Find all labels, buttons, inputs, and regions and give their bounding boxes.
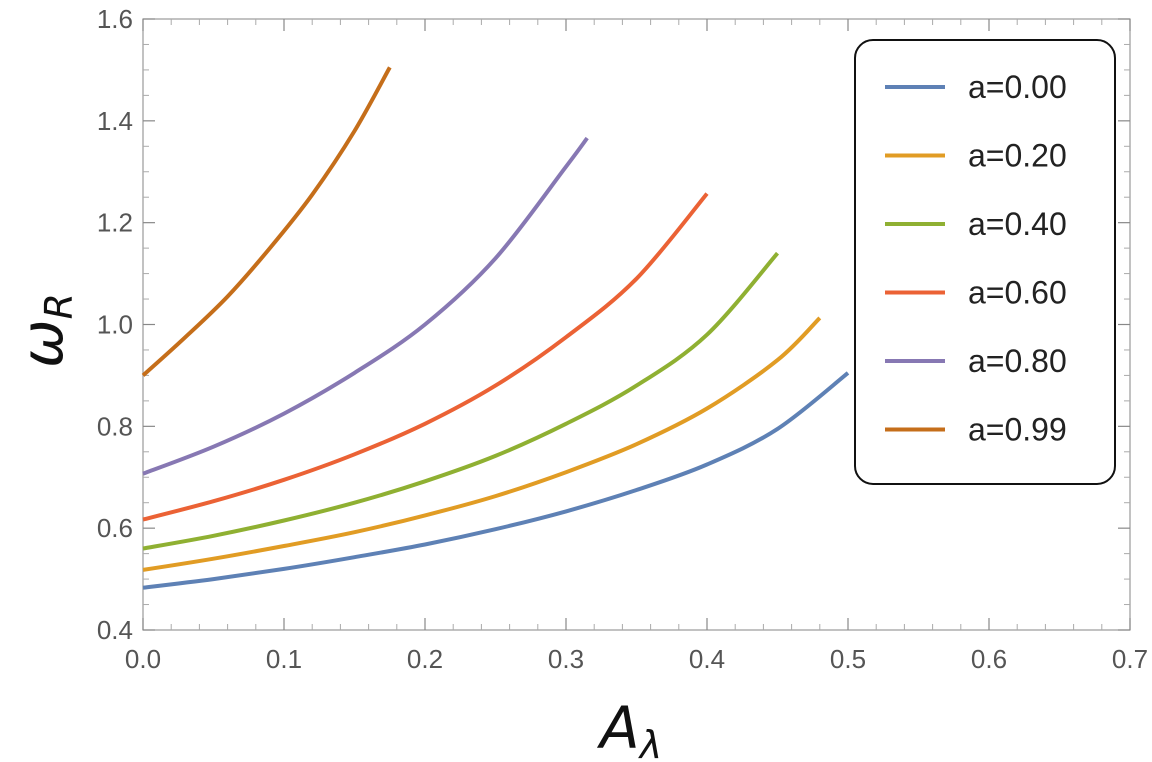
- series-line-a=0.00: [142, 371, 850, 590]
- y-tick-label: 1.4: [97, 106, 133, 136]
- x-tick-label: 0.2: [407, 644, 443, 674]
- x-tick-label: 0.7: [1112, 644, 1148, 674]
- x-tick-label: 0.0: [125, 644, 161, 674]
- legend-label: a=0.80: [968, 343, 1067, 379]
- x-tick-label: 0.5: [830, 644, 866, 674]
- y-tick-label: 1.2: [97, 208, 133, 238]
- y-tick-label: 0.6: [97, 513, 133, 543]
- series-line-a=0.40: [142, 251, 780, 551]
- legend-label: a=0.60: [968, 275, 1067, 311]
- x-axis-title: Aλ: [596, 694, 662, 762]
- legend-label: a=0.00: [968, 69, 1067, 105]
- legend-items: a=0.00 a=0.20 a=0.40 a=0.60 a=0.80 a=0.99: [885, 69, 1067, 448]
- x-tick-label: 0.6: [971, 644, 1007, 674]
- legend-label: a=0.20: [968, 138, 1067, 174]
- legend-box: [854, 39, 1116, 485]
- x-tick-label: 0.4: [689, 644, 725, 674]
- legend-label: a=0.40: [968, 206, 1067, 242]
- legend: a=0.00 a=0.20 a=0.40 a=0.60 a=0.80 a=0.99: [854, 39, 1116, 485]
- y-tick-label: 0.8: [97, 411, 133, 441]
- series-line-a=0.20: [142, 316, 822, 572]
- y-axis-title: ωR: [8, 293, 81, 368]
- series-line-a=0.80: [142, 136, 589, 476]
- legend-label: a=0.99: [968, 412, 1067, 448]
- x-tick-label: 0.3: [548, 644, 584, 674]
- y-tick-label: 0.4: [97, 615, 133, 645]
- series-layer: [141, 66, 850, 590]
- y-tick-label: 1.6: [97, 4, 133, 34]
- x-tick-label: 0.1: [266, 644, 302, 674]
- series-line-a=0.60: [142, 192, 709, 522]
- ticks-layer: 0.0 0.1 0.2 0.3 0.4 0.5 0.6 0.7 0.4 0.6 0.8 1.0 1.2 1…: [97, 4, 1148, 674]
- y-tick-label: 1.0: [97, 310, 133, 340]
- series-line-a=0.99: [141, 66, 392, 377]
